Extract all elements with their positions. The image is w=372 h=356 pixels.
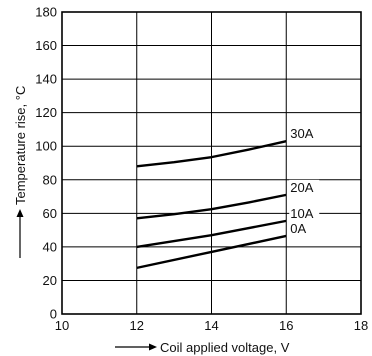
x-tick-label: 14: [204, 318, 218, 333]
y-axis-arrowhead: [16, 209, 24, 217]
y-tick-label: 60: [43, 206, 57, 221]
y-tick-label: 160: [35, 38, 57, 53]
x-tick-label: 16: [279, 318, 293, 333]
y-tick-label: 180: [35, 5, 57, 20]
x-tick-label: 18: [354, 318, 368, 333]
series-label-bg: [289, 126, 320, 143]
series-label-30a: 30A: [290, 126, 313, 141]
y-tick-label: 100: [35, 139, 57, 154]
series-label-bg: [289, 220, 320, 237]
x-tick-label: 12: [130, 318, 144, 333]
grid: [62, 12, 361, 314]
series-label-bg: [289, 205, 320, 222]
series-line-10a: [136, 219, 287, 249]
y-axis-title-group: Temperature rise, °C: [13, 86, 28, 258]
series-label-10a: 10A: [290, 206, 313, 221]
y-tick-label: 40: [43, 239, 57, 254]
series-label-20a: 20A: [290, 180, 313, 195]
y-tick-label: 80: [43, 172, 57, 187]
y-tick-label: 140: [35, 72, 57, 87]
y-tick-label: 120: [35, 105, 57, 120]
x-axis-title-group: Coil applied voltage, V: [115, 340, 290, 355]
y-tick-label: 0: [50, 307, 57, 322]
series-lines: [136, 140, 287, 270]
series-label-0a: 0A: [290, 221, 306, 236]
x-axis-arrowhead: [149, 343, 157, 351]
series-line-30a: [136, 140, 287, 168]
series-line-0a: [136, 234, 287, 270]
series-line-20a: [136, 193, 287, 220]
series-label-bg: [289, 179, 320, 196]
y-tick-label: 20: [43, 273, 57, 288]
plot-frame: [61, 11, 362, 315]
x-axis-title: Coil applied voltage, V: [160, 340, 290, 355]
y-axis-title: Temperature rise, °C: [13, 86, 28, 205]
x-tick-label: 10: [55, 318, 69, 333]
